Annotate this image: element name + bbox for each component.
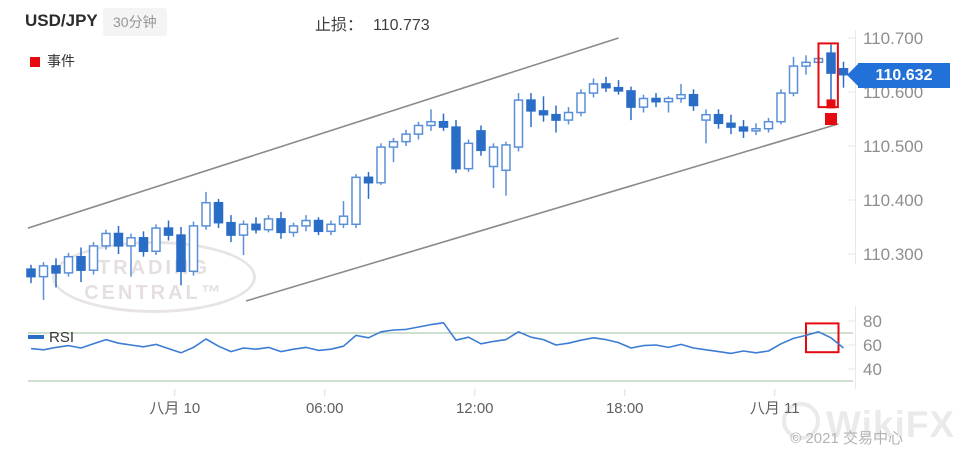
rsi-highlight-box bbox=[805, 322, 840, 354]
svg-text:12:00: 12:00 bbox=[456, 400, 494, 417]
price-highlight-box bbox=[817, 42, 839, 109]
svg-text:06:00: 06:00 bbox=[306, 400, 344, 417]
svg-text:18:00: 18:00 bbox=[606, 400, 644, 417]
legend-events: 事件 bbox=[30, 51, 75, 71]
current-price-value: 110.632 bbox=[875, 67, 933, 84]
svg-text:110.300: 110.300 bbox=[863, 245, 923, 264]
copyright-text: © 2021 交易中心 bbox=[790, 430, 903, 447]
svg-text:60: 60 bbox=[863, 336, 882, 355]
candles bbox=[26, 44, 849, 300]
svg-text:110.400: 110.400 bbox=[863, 191, 923, 210]
chart-header: USD/JPY 30分钟 止损： 110.773 bbox=[25, 8, 961, 38]
wikifx-watermark: WikiFX bbox=[781, 402, 955, 446]
event-markers bbox=[825, 99, 837, 125]
rsi-indicator: RSI bbox=[28, 321, 845, 355]
svg-text:八月 11: 八月 11 bbox=[750, 400, 800, 417]
current-price-badge: 110.632 bbox=[847, 63, 950, 88]
svg-text:80: 80 bbox=[863, 312, 882, 331]
event-legend-swatch-icon bbox=[30, 57, 40, 67]
event-legend-label: 事件 bbox=[47, 53, 75, 69]
symbol-title: USD/JPY bbox=[25, 11, 98, 30]
timeframe-selector[interactable]: 30分钟 bbox=[103, 8, 167, 36]
wikifx-text: WikiFX bbox=[825, 404, 955, 445]
svg-text:40: 40 bbox=[863, 360, 882, 379]
rsi-guide-lines bbox=[28, 332, 853, 382]
stop-loss-label: 止损： bbox=[315, 17, 364, 34]
highlight-boxes bbox=[805, 42, 840, 354]
svg-text:110.700: 110.700 bbox=[863, 29, 923, 48]
axes: 110.700110.600110.500110.400110.30080604… bbox=[149, 29, 923, 417]
svg-text:110.500: 110.500 bbox=[863, 137, 923, 156]
svg-text:八月 10: 八月 10 bbox=[149, 400, 200, 417]
watermark-line2: CENTRAL™ bbox=[84, 282, 224, 304]
wikifx-logo-icon bbox=[781, 402, 820, 440]
stop-loss-readout: 止损： 110.773 bbox=[315, 11, 430, 35]
svg-text:RSI: RSI bbox=[49, 329, 74, 346]
trend-channel-lines bbox=[27, 37, 839, 302]
stop-loss-value: 110.773 bbox=[373, 17, 430, 34]
rsi-line bbox=[30, 321, 845, 355]
